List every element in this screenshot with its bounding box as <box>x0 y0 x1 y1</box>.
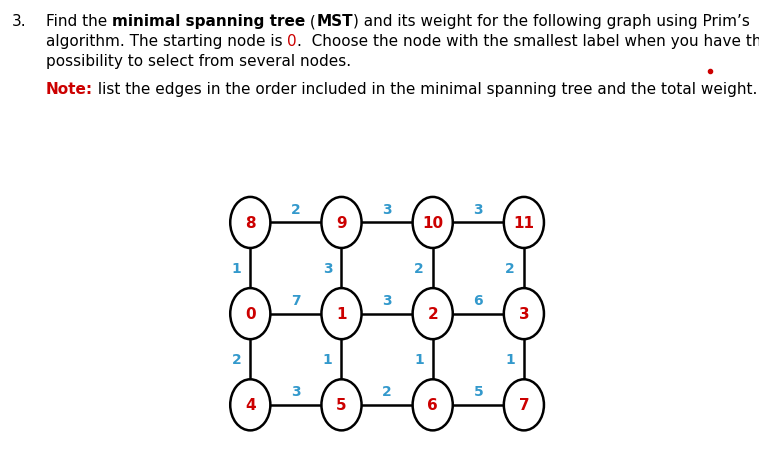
Text: 9: 9 <box>336 216 347 230</box>
Ellipse shape <box>413 379 453 430</box>
Text: 0: 0 <box>245 307 256 321</box>
Text: 2: 2 <box>231 353 241 366</box>
Text: 5: 5 <box>336 398 347 412</box>
Text: (: ( <box>305 14 317 29</box>
Text: 1: 1 <box>323 353 332 366</box>
Text: 1: 1 <box>231 262 241 275</box>
Text: 10: 10 <box>422 216 443 230</box>
Text: 4: 4 <box>245 398 256 412</box>
Ellipse shape <box>321 379 361 430</box>
Ellipse shape <box>504 379 544 430</box>
Text: 3: 3 <box>383 293 392 307</box>
Ellipse shape <box>230 379 270 430</box>
Ellipse shape <box>321 197 361 248</box>
Ellipse shape <box>230 197 270 248</box>
Text: 2: 2 <box>427 307 438 321</box>
Text: list the edges in the order included in the minimal spanning tree and the total : list the edges in the order included in … <box>93 82 757 97</box>
Text: ) and its weight for the following graph using Prim’s: ) and its weight for the following graph… <box>353 14 750 29</box>
Text: 3.: 3. <box>12 14 27 29</box>
Text: 2: 2 <box>414 262 424 275</box>
Text: 7: 7 <box>518 398 529 412</box>
Text: 8: 8 <box>245 216 256 230</box>
Text: algorithm. The starting node is: algorithm. The starting node is <box>46 34 288 49</box>
Text: .  Choose the node with the smallest label when you have the: . Choose the node with the smallest labe… <box>297 34 759 49</box>
Text: 3: 3 <box>518 307 529 321</box>
Text: 1: 1 <box>505 353 515 366</box>
Text: 11: 11 <box>513 216 534 230</box>
Text: Find the: Find the <box>46 14 112 29</box>
Text: minimal spanning tree: minimal spanning tree <box>112 14 305 29</box>
Text: 3: 3 <box>383 202 392 216</box>
Text: possibility to select from several nodes.: possibility to select from several nodes… <box>46 54 351 69</box>
Text: 1: 1 <box>414 353 424 366</box>
Ellipse shape <box>230 288 270 339</box>
Ellipse shape <box>413 197 453 248</box>
Text: 2: 2 <box>505 262 515 275</box>
Text: 7: 7 <box>291 293 301 307</box>
Ellipse shape <box>413 288 453 339</box>
Ellipse shape <box>504 197 544 248</box>
Text: 3: 3 <box>291 384 301 398</box>
Text: 6: 6 <box>427 398 438 412</box>
Text: 3: 3 <box>323 262 332 275</box>
Text: MST: MST <box>317 14 353 29</box>
Text: 1: 1 <box>336 307 347 321</box>
Text: 5: 5 <box>474 384 483 398</box>
Text: 6: 6 <box>474 293 483 307</box>
Ellipse shape <box>504 288 544 339</box>
Text: 2: 2 <box>383 384 392 398</box>
Text: 2: 2 <box>291 202 301 216</box>
Text: 0: 0 <box>288 34 297 49</box>
Text: Note:: Note: <box>46 82 93 97</box>
Ellipse shape <box>321 288 361 339</box>
Text: 3: 3 <box>474 202 483 216</box>
